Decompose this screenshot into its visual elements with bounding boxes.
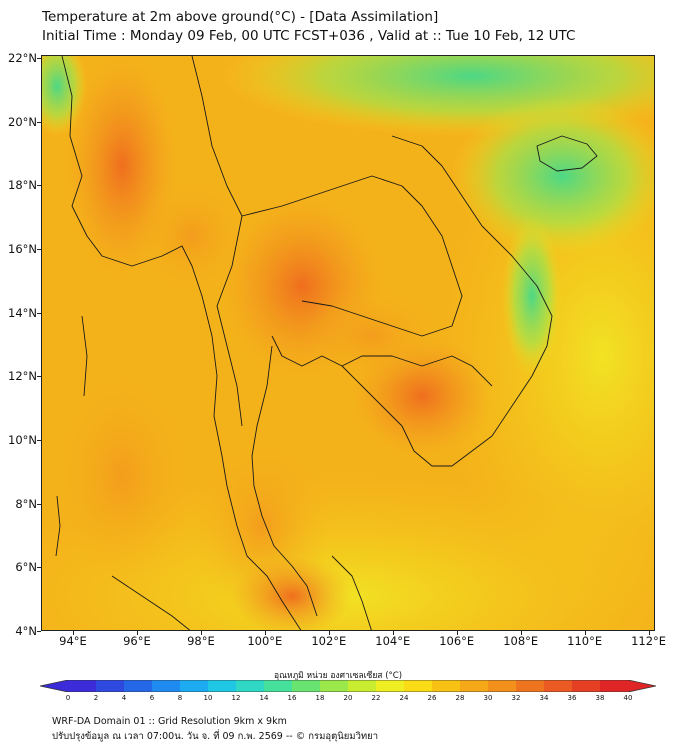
lon-tick-mark <box>648 631 650 635</box>
colorbar-segment <box>488 680 517 692</box>
lon-tick-label: 96°E <box>123 634 151 648</box>
lon-tick-label: 110°E <box>567 634 603 648</box>
lat-tick-mark <box>37 567 41 569</box>
colorbar-segment <box>320 680 349 692</box>
colorbar-tick-label: 10 <box>203 694 213 702</box>
lat-tick-label: 12°N <box>8 369 37 384</box>
lat-tick-label: 14°N <box>8 305 37 320</box>
colorbar-segment <box>516 680 545 692</box>
chart-subtitle: Initial Time : Monday 09 Feb, 00 UTC FCS… <box>42 28 576 44</box>
lon-tick-label: 98°E <box>187 634 215 648</box>
colorbar-segment <box>292 680 321 692</box>
colorbar-segment <box>180 680 209 692</box>
colorbar-tick-label: 26 <box>427 694 437 702</box>
colorbar <box>40 680 656 692</box>
colorbar-segment <box>572 680 601 692</box>
colorbar-tick-label: 2 <box>93 694 99 702</box>
temperature-map[interactable] <box>41 55 655 631</box>
colorbar-tick-label: 12 <box>231 694 241 702</box>
colorbar-tick-label: 18 <box>315 694 325 702</box>
lat-tick-mark <box>37 312 41 314</box>
lat-tick-mark <box>37 503 41 505</box>
colorbar-segment <box>96 680 125 692</box>
colorbar-tick-label: 28 <box>455 694 465 702</box>
colorbar-tick-label: 4 <box>121 694 127 702</box>
colorbar-tick-label: 32 <box>511 694 521 702</box>
lat-tick-mark <box>37 185 41 187</box>
colorbar-tick-label: 38 <box>595 694 605 702</box>
lon-tick-mark <box>520 631 522 635</box>
lon-tick-mark <box>392 631 394 635</box>
lat-tick-label: 18°N <box>8 178 37 193</box>
colorbar-tick-label: 34 <box>539 694 549 702</box>
colorbar-tick-label: 22 <box>371 694 381 702</box>
map-canvas <box>42 56 654 630</box>
colorbar-segment <box>544 680 573 692</box>
lat-tick-label: 20°N <box>8 114 37 129</box>
lat-tick-label: 10°N <box>8 433 37 448</box>
lon-tick-mark <box>200 631 202 635</box>
lat-tick-mark <box>37 249 41 251</box>
colorbar-tick-label: 6 <box>149 694 155 702</box>
colorbar-tick-label: 16 <box>287 694 297 702</box>
colorbar-segment <box>460 680 489 692</box>
colorbar-tick-label: 8 <box>177 694 183 702</box>
colorbar-segment <box>432 680 461 692</box>
lon-tick-mark <box>72 631 74 635</box>
colorbar-segment <box>348 680 377 692</box>
footer-update-info: ปรับปรุงข้อมูล ณ เวลา 07:00น. วัน จ. ที่… <box>52 731 379 742</box>
colorbar-tick-label: 36 <box>567 694 577 702</box>
lat-tick-label: 8°N <box>15 496 37 511</box>
colorbar-tick-label: 30 <box>483 694 493 702</box>
lon-tick-mark <box>584 631 586 635</box>
colorbar-tick-label: 24 <box>399 694 409 702</box>
colorbar-tick-label: 14 <box>259 694 269 702</box>
footer-domain-info: WRF-DA Domain 01 :: Grid Resolution 9km … <box>52 716 287 727</box>
colorbar-tick-label: 40 <box>623 694 633 702</box>
lat-tick-label: 6°N <box>15 560 37 575</box>
lat-tick-mark <box>37 121 41 123</box>
lon-tick-label: 106°E <box>439 634 475 648</box>
temperature-shading <box>42 56 654 630</box>
lon-tick-label: 102°E <box>311 634 347 648</box>
colorbar-tick-label: 20 <box>343 694 353 702</box>
chart-title: Temperature at 2m above ground(°C) - [Da… <box>42 9 439 25</box>
lon-tick-mark <box>456 631 458 635</box>
colorbar-label: อุณหภูมิ หน่วย องศาเซลเซียส (°C) <box>273 671 403 681</box>
lon-tick-mark <box>328 631 330 635</box>
lat-tick-label: 4°N <box>15 624 37 638</box>
lat-tick-mark <box>37 631 41 632</box>
colorbar-segment <box>376 680 405 692</box>
lon-tick-label: 94°E <box>59 634 87 648</box>
colorbar-segment <box>208 680 237 692</box>
colorbar-segment <box>152 680 181 692</box>
colorbar-tick-label: 0 <box>65 694 71 702</box>
lon-tick-label: 100°E <box>247 634 283 648</box>
colorbar-min-extend <box>40 680 68 692</box>
lon-tick-label: 108°E <box>503 634 539 648</box>
colorbar-max-extend <box>628 680 656 692</box>
lon-tick-label: 112°E <box>631 634 667 648</box>
colorbar-segment <box>264 680 293 692</box>
lon-tick-label: 104°E <box>375 634 411 648</box>
lat-tick-mark <box>37 58 41 60</box>
lon-tick-mark <box>136 631 138 635</box>
coastlines-borders <box>55 56 598 630</box>
lon-tick-mark <box>264 631 266 635</box>
lat-tick-mark <box>37 376 41 378</box>
colorbar-segment <box>236 680 265 692</box>
colorbar-segment <box>68 680 97 692</box>
lat-tick-mark <box>37 440 41 442</box>
lat-tick-label: 16°N <box>8 242 37 257</box>
lat-tick-label: 22°N <box>8 51 37 66</box>
colorbar-segment <box>404 680 433 692</box>
colorbar-segment <box>124 680 153 692</box>
colorbar-segment <box>600 680 629 692</box>
